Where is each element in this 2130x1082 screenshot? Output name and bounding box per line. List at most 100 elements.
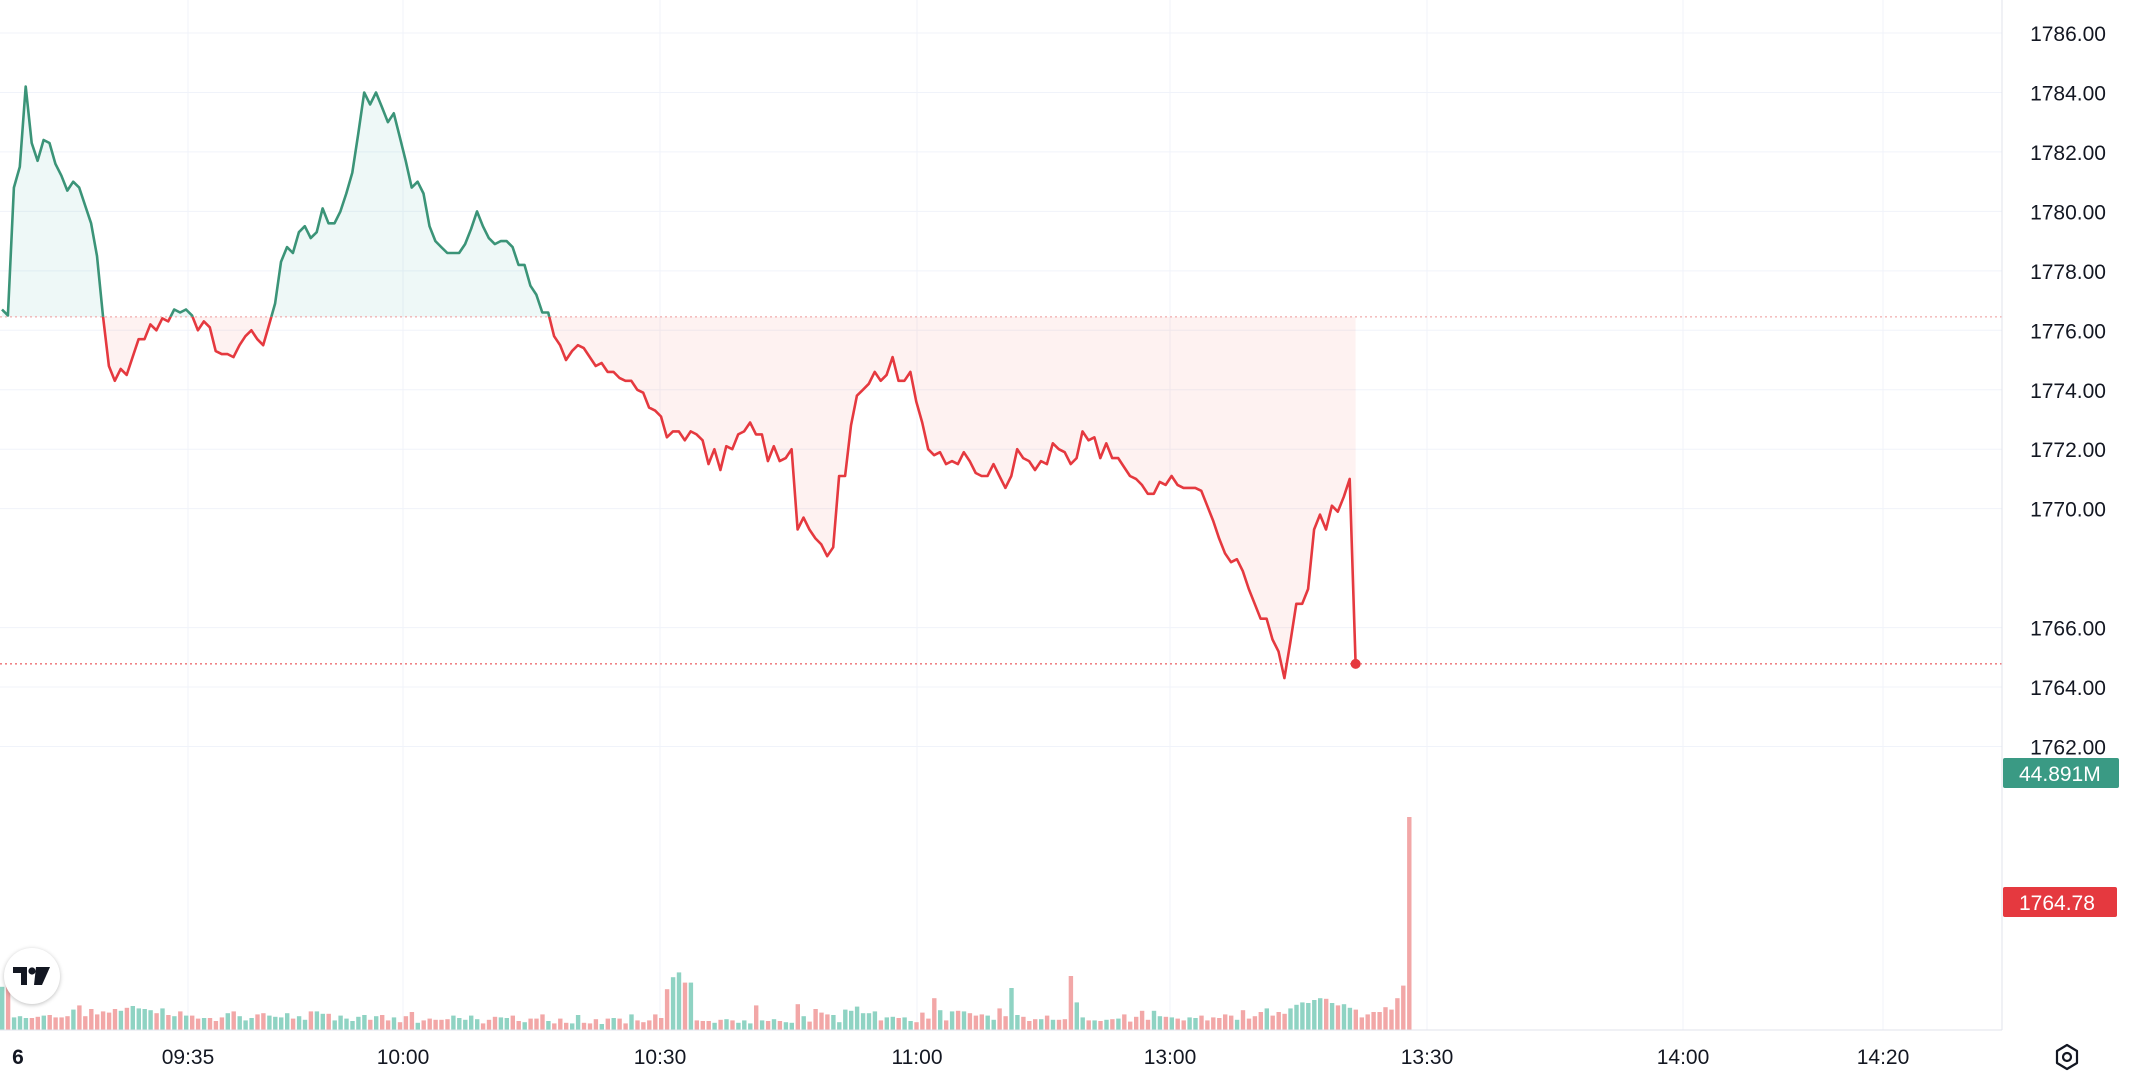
volume-bar bbox=[688, 982, 694, 1030]
volume-bar bbox=[724, 1019, 729, 1030]
volume-bar bbox=[629, 1014, 634, 1030]
volume-bar bbox=[350, 1021, 355, 1030]
volume-bar bbox=[326, 1013, 331, 1030]
volume-bar bbox=[1205, 1020, 1210, 1030]
price-tick-label: 1764.00 bbox=[2030, 677, 2106, 700]
volume-bar bbox=[1116, 1018, 1121, 1030]
volume-bar bbox=[308, 1011, 314, 1030]
volume-bar bbox=[522, 1022, 527, 1030]
volume-bar bbox=[1365, 1014, 1370, 1030]
volume-bar bbox=[1050, 1019, 1056, 1030]
volume-bar bbox=[854, 1006, 860, 1030]
volume-bar bbox=[1240, 1010, 1246, 1030]
volume-bar bbox=[380, 1015, 385, 1030]
volume-bar bbox=[1199, 1015, 1204, 1030]
volume-bar bbox=[302, 1019, 308, 1030]
last-price-tag: 1764.78 bbox=[2003, 887, 2117, 917]
volume-bar bbox=[1371, 1012, 1376, 1030]
volume-bar bbox=[172, 1016, 177, 1030]
volume-bar bbox=[1306, 1003, 1311, 1030]
volume-bar bbox=[926, 1018, 931, 1030]
volume-bar bbox=[433, 1019, 438, 1030]
volume-bar bbox=[902, 1017, 907, 1030]
volume-bar bbox=[593, 1019, 599, 1030]
volume-bar bbox=[1359, 1017, 1364, 1030]
volume-bar bbox=[53, 1017, 58, 1030]
volume-bar bbox=[759, 1020, 765, 1030]
volume-bar bbox=[1139, 1010, 1145, 1030]
time-axis[interactable]: 6 09:35 10:00 10:30 11:00 13:00 13:30 14:00 14:2… bbox=[12, 1046, 1909, 1069]
volume-bar bbox=[1015, 1015, 1020, 1030]
volume-bar bbox=[356, 1016, 361, 1030]
volume-bar bbox=[641, 1022, 646, 1030]
price-axis[interactable]: 1786.00 1784.00 1782.00 1780.00 1778.00 1776.… bbox=[2030, 23, 2106, 760]
volume-bar bbox=[1377, 1012, 1382, 1030]
volume-bar bbox=[659, 1018, 664, 1030]
volume-bar bbox=[1264, 1008, 1269, 1030]
volume-bar bbox=[95, 1014, 100, 1030]
volume-bar bbox=[1098, 1021, 1103, 1030]
volume-bar bbox=[59, 1017, 64, 1030]
volume-bar bbox=[1312, 1000, 1317, 1030]
volume-bar bbox=[1056, 1019, 1062, 1030]
volume-bar bbox=[1383, 1007, 1388, 1030]
volume-bar bbox=[201, 1018, 207, 1030]
volume-bar bbox=[528, 1018, 533, 1030]
volume-bar bbox=[736, 1022, 741, 1030]
volume-bar bbox=[623, 1023, 628, 1030]
volume-bar bbox=[765, 1021, 771, 1030]
volume-bar bbox=[439, 1019, 444, 1030]
volume-bar bbox=[231, 1011, 236, 1030]
volume-bar bbox=[599, 1024, 604, 1030]
volume-bar bbox=[160, 1008, 165, 1030]
volume-bar bbox=[581, 1022, 587, 1030]
chart-settings-button[interactable] bbox=[2050, 1040, 2084, 1074]
volume-bar bbox=[71, 1009, 76, 1030]
volume-bar bbox=[979, 1014, 984, 1030]
volume-bar bbox=[676, 972, 682, 1030]
volume-bar bbox=[279, 1017, 284, 1030]
volume-bar bbox=[878, 1020, 884, 1030]
volume-bar bbox=[130, 1006, 135, 1030]
volume-bar bbox=[831, 1015, 836, 1030]
price-tick-label: 1772.00 bbox=[2030, 439, 2106, 462]
volume-bar bbox=[118, 1010, 124, 1030]
volume-bar bbox=[1401, 985, 1406, 1030]
tradingview-logo[interactable] bbox=[4, 948, 60, 1004]
volume-bar bbox=[682, 982, 688, 1030]
volume-bar bbox=[1021, 1016, 1026, 1030]
volume-bar bbox=[510, 1015, 515, 1030]
time-tick-label: 13:30 bbox=[1401, 1046, 1454, 1069]
volume-bar bbox=[142, 1009, 147, 1030]
volume-bar bbox=[184, 1015, 189, 1030]
volume-bar bbox=[860, 1013, 866, 1030]
volume-bar bbox=[1145, 1019, 1151, 1030]
price-area bbox=[2, 86, 1356, 679]
volume-bar bbox=[100, 1011, 106, 1030]
volume-bar bbox=[207, 1018, 213, 1030]
volume-bar bbox=[0, 986, 5, 1030]
volume-bar bbox=[332, 1020, 337, 1030]
volume-bar bbox=[415, 1022, 420, 1030]
volume-bar bbox=[617, 1018, 622, 1030]
volume-bar bbox=[694, 1020, 699, 1030]
volume-bar bbox=[1062, 1019, 1068, 1030]
volume-bar bbox=[801, 1016, 806, 1030]
volume-bar bbox=[267, 1015, 272, 1030]
volume-bar bbox=[872, 1011, 878, 1030]
volume-bar bbox=[587, 1023, 593, 1030]
settings-gear-icon bbox=[2055, 1043, 2079, 1071]
volume-bar bbox=[23, 1018, 29, 1030]
volume-bar bbox=[813, 1009, 818, 1030]
volume-bar bbox=[991, 1019, 996, 1030]
volume-bar bbox=[1157, 1016, 1163, 1030]
price-tick-label: 1782.00 bbox=[2030, 142, 2106, 165]
volume-bar bbox=[1003, 1016, 1008, 1030]
last-price-marker bbox=[1350, 658, 1361, 669]
volume-bar bbox=[789, 1022, 794, 1030]
volume-bar bbox=[1134, 1016, 1139, 1030]
volume-bar bbox=[314, 1011, 320, 1030]
volume-bar bbox=[754, 1005, 759, 1030]
volume-bar bbox=[344, 1018, 349, 1030]
